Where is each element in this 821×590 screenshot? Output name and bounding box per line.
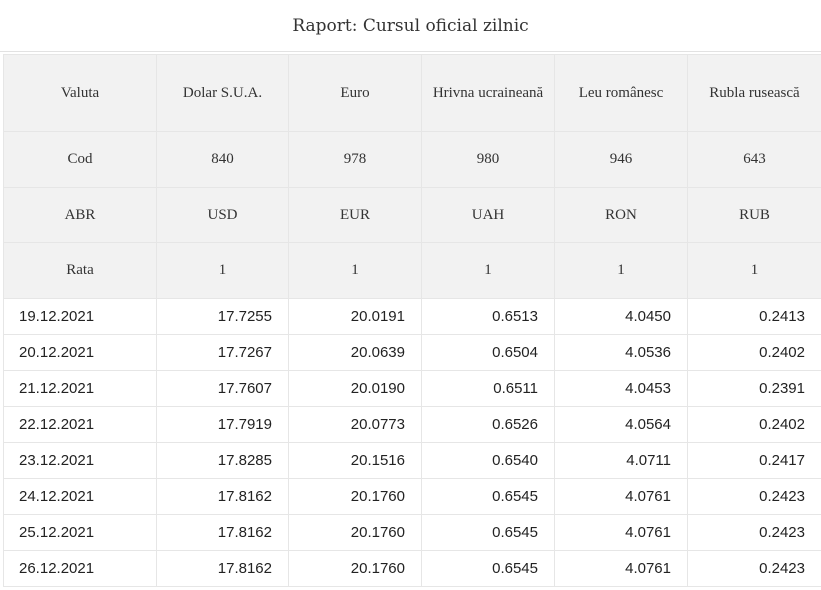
header-cell: USD: [156, 187, 289, 243]
date-cell: 20.12.2021: [3, 334, 157, 371]
rate-cell: 4.0761: [554, 478, 688, 515]
header-cell: 946: [554, 131, 688, 188]
table-row: 20.12.2021 17.7267 20.0639 0.6504 4.0536 0.24…: [3, 334, 821, 371]
table-row: 25.12.2021 17.8162 20.1760 0.6545 4.0761 0.24…: [3, 514, 821, 551]
date-cell: 19.12.2021: [3, 298, 157, 335]
header-row-abbreviation: ABR USD EUR UAH RON RUB: [3, 187, 821, 243]
header-cell: Cod: [3, 131, 157, 188]
table-row: 23.12.2021 17.8285 20.1516 0.6540 4.0711 0.24…: [3, 442, 821, 479]
header-cell: 980: [421, 131, 555, 188]
header-cell: EUR: [288, 187, 422, 243]
rate-cell: 17.8162: [156, 514, 289, 551]
rate-cell: 4.0453: [554, 370, 688, 407]
rate-cell: 0.6545: [421, 514, 555, 551]
rate-cell: 20.1760: [288, 514, 422, 551]
date-cell: 26.12.2021: [3, 550, 157, 587]
table-row: 24.12.2021 17.8162 20.1760 0.6545 4.0761 0.24…: [3, 478, 821, 515]
rate-cell: 0.6504: [421, 334, 555, 371]
header-cell: UAH: [421, 187, 555, 243]
rate-cell: 0.2423: [687, 550, 821, 587]
rate-cell: 0.2423: [687, 514, 821, 551]
rate-cell: 20.1760: [288, 550, 422, 587]
rate-cell: 17.7267: [156, 334, 289, 371]
header-cell: RON: [554, 187, 688, 243]
header-cell: 840: [156, 131, 289, 188]
date-cell: 21.12.2021: [3, 370, 157, 407]
date-cell: 25.12.2021: [3, 514, 157, 551]
date-cell: 22.12.2021: [3, 406, 157, 443]
header-cell: Dolar S.U.A.: [156, 54, 289, 132]
rate-cell: 4.0536: [554, 334, 688, 371]
rate-cell: 4.0761: [554, 550, 688, 587]
header-cell: 978: [288, 131, 422, 188]
header-cell: 1: [687, 242, 821, 299]
rate-cell: 0.6511: [421, 370, 555, 407]
rate-cell: 20.0639: [288, 334, 422, 371]
rate-cell: 0.2413: [687, 298, 821, 335]
header-cell: 1: [554, 242, 688, 299]
table-row: 21.12.2021 17.7607 20.0190 0.6511 4.0453 0.23…: [3, 370, 821, 407]
header-cell: Rubla rusească: [687, 54, 821, 132]
rate-cell: 17.7255: [156, 298, 289, 335]
header-cell: ABR: [3, 187, 157, 243]
header-cell: Rata: [3, 242, 157, 299]
header-row-code: Cod 840 978 980 946 643: [3, 131, 821, 188]
header-cell: Euro: [288, 54, 422, 132]
rate-cell: 20.0773: [288, 406, 422, 443]
header-cell: 1: [288, 242, 422, 299]
rate-cell: 0.6545: [421, 550, 555, 587]
rate-cell: 17.8162: [156, 550, 289, 587]
rate-cell: 0.6513: [421, 298, 555, 335]
rate-cell: 4.0564: [554, 406, 688, 443]
header-cell: Valuta: [3, 54, 157, 132]
rate-cell: 17.8285: [156, 442, 289, 479]
table-row: 26.12.2021 17.8162 20.1760 0.6545 4.0761 0.24…: [3, 550, 821, 587]
table-row: 22.12.2021 17.7919 20.0773 0.6526 4.0564 0.24…: [3, 406, 821, 443]
report-title: Raport: Cursul oficial zilnic: [0, 0, 821, 52]
rate-cell: 4.0450: [554, 298, 688, 335]
rate-cell: 0.2417: [687, 442, 821, 479]
rate-cell: 17.7919: [156, 406, 289, 443]
rate-cell: 4.0761: [554, 514, 688, 551]
table-row: 19.12.2021 17.7255 20.0191 0.6513 4.0450 0.24…: [3, 298, 821, 335]
rate-cell: 20.0191: [288, 298, 422, 335]
rate-cell: 20.1516: [288, 442, 422, 479]
rate-cell: 0.2402: [687, 406, 821, 443]
rate-cell: 20.1760: [288, 478, 422, 515]
header-row-currency: Valuta Dolar S.U.A. Euro Hrivna ucrainea…: [3, 54, 821, 132]
rates-table: Valuta Dolar S.U.A. Euro Hrivna ucrainea…: [3, 54, 821, 587]
rate-cell: 0.2423: [687, 478, 821, 515]
rate-cell: 0.6545: [421, 478, 555, 515]
rates-table-container: Valuta Dolar S.U.A. Euro Hrivna ucrainea…: [3, 54, 821, 587]
header-cell: 1: [156, 242, 289, 299]
rate-cell: 0.2391: [687, 370, 821, 407]
rate-cell: 17.8162: [156, 478, 289, 515]
rate-cell: 0.6540: [421, 442, 555, 479]
header-cell: Leu românesc: [554, 54, 688, 132]
header-cell: Hrivna ucraineană: [421, 54, 555, 132]
date-cell: 23.12.2021: [3, 442, 157, 479]
header-row-rate: Rata 1 1 1 1 1: [3, 242, 821, 299]
header-cell: 643: [687, 131, 821, 188]
header-cell: RUB: [687, 187, 821, 243]
header-cell: 1: [421, 242, 555, 299]
rate-cell: 4.0711: [554, 442, 688, 479]
rate-cell: 0.2402: [687, 334, 821, 371]
date-cell: 24.12.2021: [3, 478, 157, 515]
rate-cell: 20.0190: [288, 370, 422, 407]
rate-cell: 17.7607: [156, 370, 289, 407]
rate-cell: 0.6526: [421, 406, 555, 443]
